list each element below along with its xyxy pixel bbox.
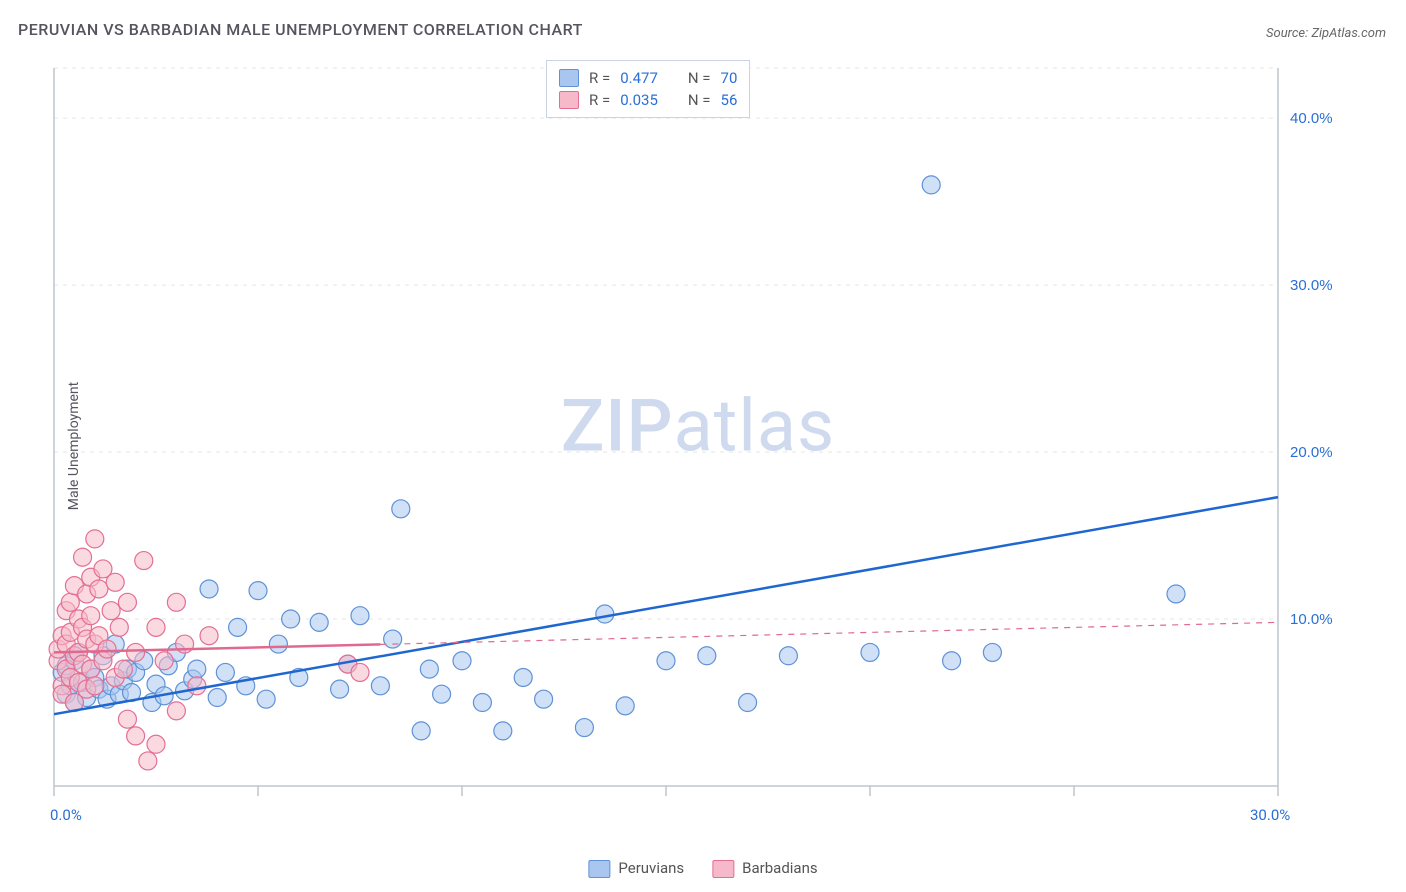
legend-correlation-row: R = 0.477 N = 70 [559, 67, 737, 89]
legend-n-value: 56 [721, 91, 738, 109]
legend-n-label: N = [688, 69, 711, 87]
legend-n-value: 70 [721, 69, 738, 87]
legend-correlation-row: R = 0.035 N = 56 [559, 89, 737, 111]
legend-swatch [588, 860, 610, 878]
correlation-legend: R = 0.477 N = 70 R = 0.035 N = 56 [546, 60, 750, 118]
legend-series-label: Peruvians [618, 859, 684, 877]
x-axis-min-label: 0.0% [50, 806, 82, 824]
legend-r-value: 0.477 [620, 69, 658, 87]
x-axis-max-label: 30.0% [1250, 806, 1290, 824]
source-attribution: Source: ZipAtlas.com [1266, 26, 1386, 41]
svg-text:20.0%: 20.0% [1290, 444, 1333, 461]
svg-text:10.0%: 10.0% [1290, 611, 1333, 628]
legend-series-item: Peruvians [588, 859, 684, 878]
legend-series-item: Barbadians [712, 859, 817, 878]
plot-area: 10.0%20.0%30.0%40.0% ZIPatlas R =0.477N … [48, 56, 1348, 826]
legend-r-label: R = [589, 91, 610, 109]
svg-text:40.0%: 40.0% [1290, 110, 1333, 127]
legend-r-label: R = [589, 69, 610, 87]
chart-title: PERUVIAN VS BARBADIAN MALE UNEMPLOYMENT … [18, 20, 583, 39]
series-legend: Peruvians Barbadians [588, 859, 817, 878]
chart-root: PERUVIAN VS BARBADIAN MALE UNEMPLOYMENT … [0, 0, 1406, 892]
legend-swatch [712, 860, 734, 878]
legend-series-label: Barbadians [742, 859, 817, 877]
svg-text:30.0%: 30.0% [1290, 277, 1333, 294]
source-label: Source: [1266, 26, 1308, 41]
chart-svg: 10.0% 20.0% 30.0% 40.0% [48, 56, 1348, 826]
legend-n-label: N = [688, 91, 711, 109]
legend-swatch [559, 69, 579, 87]
source-value: ZipAtlas.com [1311, 26, 1386, 41]
legend-r-value: 0.035 [620, 91, 658, 109]
legend-swatch [559, 91, 579, 109]
